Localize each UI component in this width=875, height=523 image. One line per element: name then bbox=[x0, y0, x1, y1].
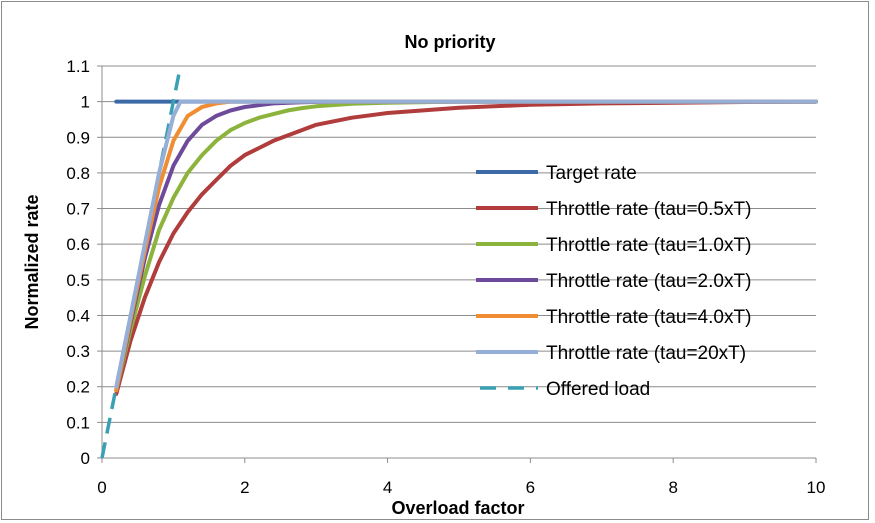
y-tick-label: 0.1 bbox=[66, 413, 90, 432]
chart-title: No priority bbox=[404, 32, 495, 52]
tick-labels: 0 0.1 0.2 0.3 0.4 0.5 0.6 0.7 0.8 0.9 1 1.1 0 2 4 6 8 10 bbox=[66, 57, 825, 497]
y-tick-label: 0.9 bbox=[66, 128, 90, 147]
legend-label: Throttle rate (tau=1.0xT) bbox=[546, 235, 751, 256]
y-axis-title: Normalized rate bbox=[22, 194, 42, 329]
y-tick-label: 0.4 bbox=[66, 306, 90, 325]
axes bbox=[97, 65, 817, 463]
series-line-1 bbox=[114, 99, 818, 396]
x-tick-label: 0 bbox=[97, 478, 106, 497]
series-line-5 bbox=[114, 99, 818, 389]
x-tick-label: 4 bbox=[383, 478, 392, 497]
y-tick-label: 1.1 bbox=[66, 57, 90, 76]
legend-label: Throttle rate (tau=20xT) bbox=[546, 343, 746, 364]
y-tick-label: 0.6 bbox=[66, 235, 90, 254]
x-tick-label: 6 bbox=[526, 478, 535, 497]
y-tick-label: 0 bbox=[81, 449, 90, 468]
y-tick-label: 0.8 bbox=[66, 164, 90, 183]
x-tick-label: 2 bbox=[240, 478, 249, 497]
x-tick-label: 10 bbox=[807, 478, 826, 497]
legend-label: Offered load bbox=[546, 379, 650, 400]
y-tick-label: 0.3 bbox=[66, 342, 90, 361]
y-tick-label: 0.5 bbox=[66, 271, 90, 290]
legend-label: Throttle rate (tau=2.0xT) bbox=[546, 271, 751, 292]
y-tick-label: 0.2 bbox=[66, 378, 90, 397]
legend-label: Target rate bbox=[546, 163, 637, 184]
y-tick-label: 0.7 bbox=[66, 200, 90, 219]
legend-label: Throttle rate (tau=0.5xT) bbox=[546, 199, 751, 220]
series-line-6 bbox=[100, 65, 183, 459]
legend-label: Throttle rate (tau=4.0xT) bbox=[546, 307, 751, 328]
plot-lines bbox=[100, 65, 818, 459]
legend: Target rate Throttle rate (tau=0.5xT) Thro… bbox=[476, 163, 751, 400]
x-tick-label: 8 bbox=[668, 478, 677, 497]
x-axis-title: Overload factor bbox=[391, 498, 524, 518]
y-tick-label: 1 bbox=[81, 93, 90, 112]
